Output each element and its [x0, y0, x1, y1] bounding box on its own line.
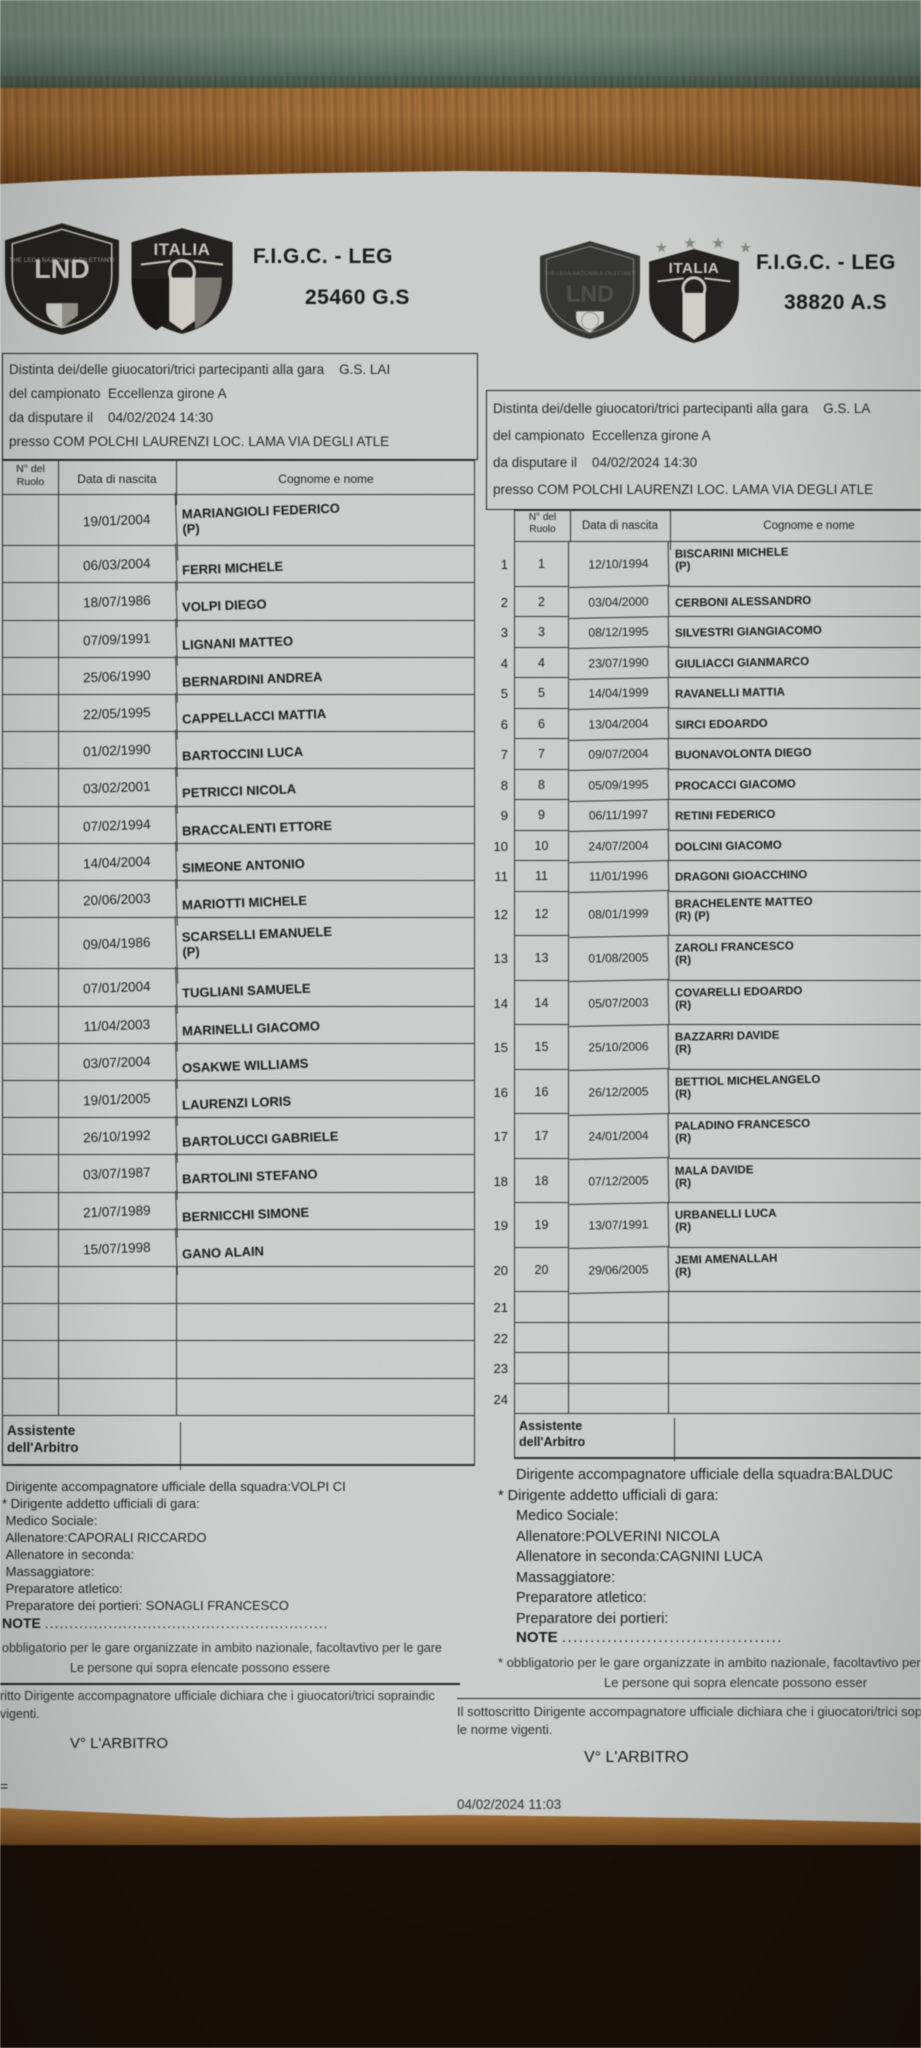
svg-text:LND: LND	[566, 281, 614, 307]
svg-text:THE LEGA NAZIONALE DILETTANTI: THE LEGA NAZIONALE DILETTANTI	[544, 271, 636, 277]
svg-text:ITALIA: ITALIA	[153, 240, 210, 259]
svg-text:ITALIA: ITALIA	[669, 260, 720, 277]
